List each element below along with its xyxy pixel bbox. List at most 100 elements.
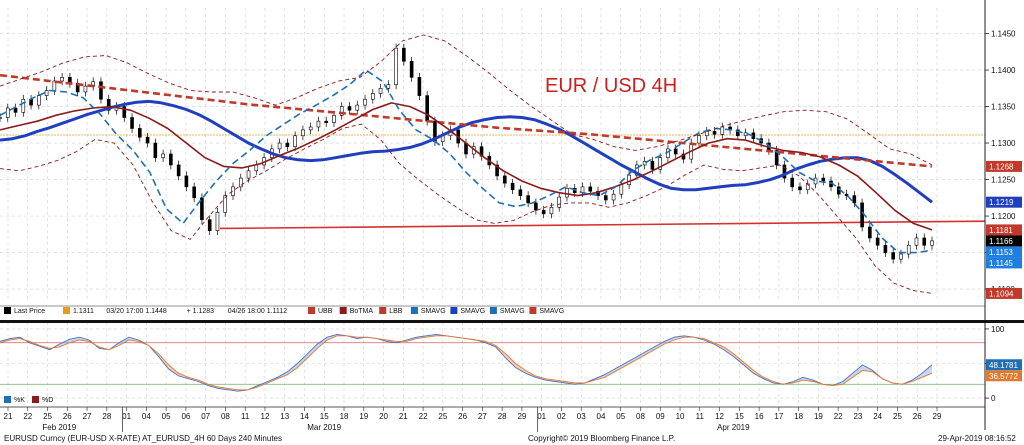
legend-label: Last Price	[14, 308, 45, 315]
footer-timestamp: 29-Apr-2019 08:16:52	[938, 434, 1016, 443]
main-grid	[0, 8, 985, 300]
candle-body	[324, 120, 329, 123]
candle-body	[21, 98, 26, 113]
stoch-fill	[624, 358, 635, 367]
candle-body	[122, 106, 127, 118]
candle-body	[60, 77, 64, 82]
stoch-fill	[654, 341, 665, 350]
price-badges: 1.1268 1.1219 1.1181 1.1166 1.1153 1.1145 1.10…	[986, 160, 1022, 382]
month-label: Feb 2019	[42, 423, 76, 432]
candle-body	[782, 164, 787, 179]
series-line-5	[0, 34, 933, 166]
stoch-fill	[287, 363, 298, 375]
stoch-fill	[168, 364, 179, 376]
stochastic-plot	[0, 333, 985, 392]
candle-body	[176, 164, 181, 177]
candle-body	[891, 252, 895, 260]
legend-label: SMAVG	[539, 308, 564, 315]
candle-body	[588, 186, 593, 192]
footer-security: EURUSD Curncy (EUR-USD X-RATE) AT_EURUSD…	[4, 434, 282, 443]
stoch-fill	[307, 344, 318, 358]
x-tick-label: 18	[794, 412, 803, 421]
x-tick-label: 16	[755, 412, 764, 421]
x-tick-label: 14	[300, 412, 309, 421]
legend-swatch	[489, 307, 497, 314]
candle-body	[774, 150, 779, 166]
panel-divider	[0, 320, 1024, 323]
candle-body	[704, 131, 709, 137]
price-badge	[986, 359, 1022, 371]
candle-body	[238, 177, 243, 188]
candle-body	[526, 195, 530, 204]
candle-body	[332, 115, 336, 123]
candle-body	[301, 129, 305, 137]
candle-body	[883, 244, 888, 253]
sub-legend-label: %D	[42, 397, 53, 404]
price-badge-label: 1.1094	[989, 289, 1014, 298]
x-tick-label: 09	[656, 412, 665, 421]
candle-body	[184, 175, 189, 188]
candle-body	[153, 142, 158, 158]
candle-body	[277, 142, 282, 150]
legend-swatch	[4, 307, 11, 314]
y-tick-label: 1.1450	[991, 30, 1016, 39]
candle-body	[821, 177, 826, 182]
candle-body	[254, 164, 259, 172]
candle-body	[860, 202, 864, 228]
series-line-3	[0, 102, 933, 231]
x-tick-label: 07	[201, 412, 210, 421]
support-trendline	[219, 220, 986, 230]
candle-body	[285, 142, 290, 148]
candle-body	[363, 98, 367, 106]
x-tick-label: 20	[379, 412, 388, 421]
legend-swatch	[339, 307, 347, 314]
candle-body	[930, 240, 934, 246]
x-tick-label: 10	[676, 412, 685, 421]
chart-title: EUR / USD 4H	[545, 75, 677, 97]
candle-body	[215, 212, 220, 231]
candle-body	[914, 237, 919, 246]
price-badge-label: 36.5772	[989, 372, 1018, 381]
candle-body	[138, 128, 142, 138]
candle-body	[720, 126, 725, 135]
series-line-2	[0, 73, 933, 168]
candle-body	[712, 131, 717, 135]
legend-swatch	[450, 307, 458, 314]
x-tick-label: 11	[696, 412, 705, 421]
candle-body	[347, 106, 352, 111]
candle-body	[790, 177, 795, 188]
x-tick-label: 06	[181, 412, 190, 421]
x-tick-label: 22	[834, 412, 843, 421]
x-tick-label: 01	[537, 412, 546, 421]
y-tick-label: 1.1200	[991, 212, 1016, 221]
x-axis: 21 22 25 26 27 28 01 04 05 06 07 08 11 12 13 14 15 18 19 20…	[4, 407, 942, 432]
x-tick-label: 15	[735, 412, 744, 421]
candle-body	[231, 186, 235, 196]
candle-body	[619, 184, 624, 195]
candle-body	[223, 195, 228, 213]
x-tick-label: 27	[478, 412, 487, 421]
candle-body	[402, 47, 406, 62]
candle-body	[650, 161, 655, 170]
stoch-fill	[69, 337, 80, 343]
sub-legend-swatch	[4, 396, 11, 403]
candle-body	[370, 93, 375, 100]
x-tick-label: 12	[715, 412, 724, 421]
candle-body	[899, 253, 903, 260]
stoch-fill	[743, 362, 754, 374]
stoch-fill	[604, 369, 615, 378]
stoch-fill	[119, 337, 129, 346]
y-tick-label: 1.1300	[991, 139, 1016, 148]
legend: Last Price 1.1311 03/20 17:00 1.1448 + 1.12…	[4, 307, 564, 404]
price-badge-label: 1.1219	[989, 198, 1014, 207]
legend-label: SMAVG	[500, 308, 525, 315]
price-badge-label: 1.1153	[989, 248, 1013, 257]
candle-body	[145, 136, 150, 144]
candle-body	[868, 226, 872, 239]
footer-copyright: Copyright© 2019 Bloomberg Finance L.P.	[528, 434, 675, 443]
x-tick-label: 29	[933, 412, 942, 421]
candle-body	[161, 153, 165, 158]
candle-body	[99, 81, 103, 100]
y-tick-label: 1.1400	[991, 66, 1016, 75]
price-badge	[986, 235, 1022, 247]
